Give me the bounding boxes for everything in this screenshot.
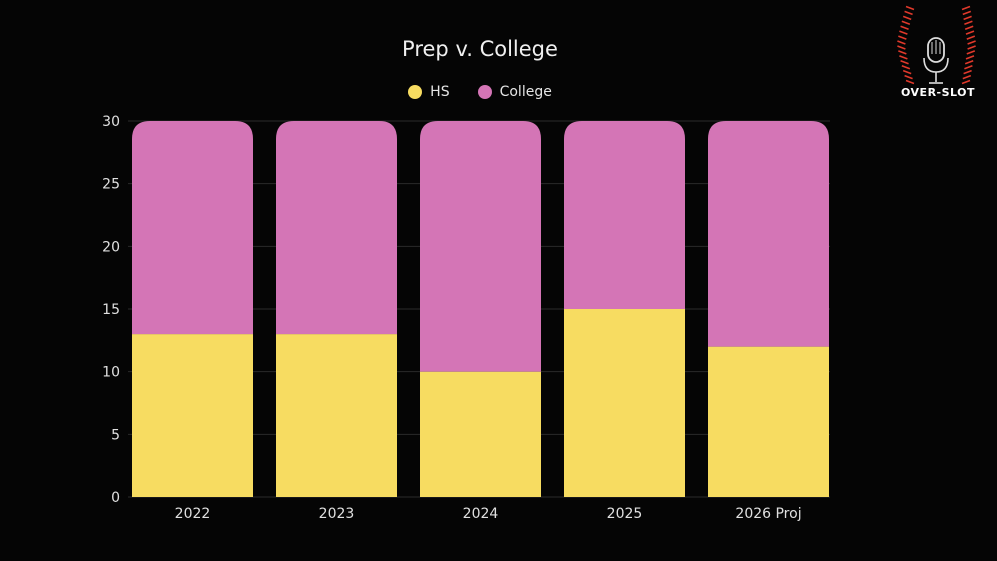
bar-hs-2025 — [564, 309, 685, 497]
legend-label-hs: HS — [430, 84, 450, 100]
x-tick-label: 2024 — [463, 506, 499, 522]
chart-title: Prep v. College — [402, 37, 558, 61]
y-tick-label: 5 — [111, 427, 120, 443]
legend-item-college[interactable]: College — [477, 84, 552, 100]
y-tick-label: 20 — [102, 239, 120, 255]
y-tick-label: 25 — [102, 177, 120, 193]
bar-college-2022 — [132, 121, 253, 335]
x-tick-label: 2026 Proj — [735, 506, 801, 522]
over-slot-logo: OVER-SLOT — [882, 2, 994, 102]
y-tick-label: 15 — [102, 302, 120, 318]
bar-hs-2026-proj — [708, 346, 829, 497]
x-tick-label: 2023 — [319, 506, 355, 522]
x-tick-label: 2022 — [175, 506, 211, 522]
bar-college-2025 — [564, 121, 685, 309]
bar-hs-2023 — [276, 334, 397, 497]
bar-college-2023 — [276, 121, 397, 335]
legend-label-college: College — [499, 84, 552, 100]
y-tick-label: 0 — [111, 490, 120, 506]
y-tick-label: 10 — [102, 365, 120, 381]
bar-college-2024 — [420, 121, 541, 372]
legend: HS College — [0, 84, 960, 100]
bar-hs-2022 — [132, 334, 253, 497]
microphone-icon — [897, 5, 976, 85]
legend-swatch-hs — [408, 85, 423, 99]
bar-college-2026-proj — [708, 121, 829, 347]
legend-item-hs[interactable]: HS — [408, 84, 450, 100]
legend-swatch-college — [477, 85, 492, 99]
y-tick-label: 30 — [102, 114, 120, 130]
bar-hs-2024 — [420, 371, 541, 497]
x-tick-label: 2025 — [607, 506, 643, 522]
logo-text: OVER-SLOT — [900, 86, 975, 99]
